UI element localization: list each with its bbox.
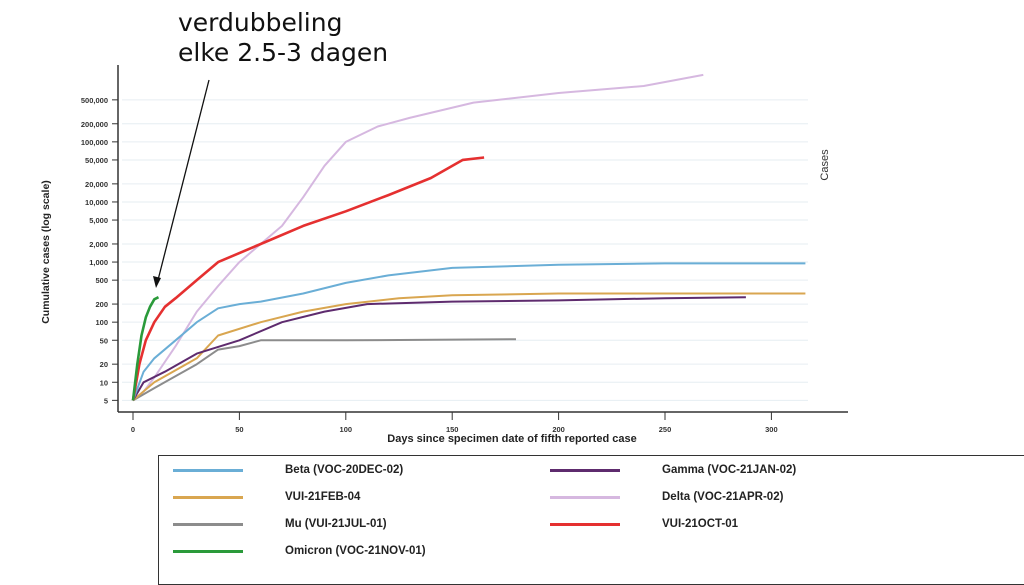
legend-swatch: [173, 468, 243, 472]
legend-item: VUI-21OCT-01: [550, 518, 738, 530]
legend-item: Delta (VOC-21APR-02): [550, 491, 783, 503]
y-tick-label: 10,000: [85, 198, 108, 207]
legend-swatch: [173, 549, 243, 553]
x-tick-label: 50: [235, 425, 243, 434]
series-line-vui-21oct-01: [131, 156, 485, 401]
legend-swatch: [550, 468, 620, 472]
legend-label: Mu (VUI-21JUL-01): [285, 518, 387, 530]
x-tick-label: 0: [131, 425, 135, 434]
legend-item: Gamma (VOC-21JAN-02): [550, 464, 796, 476]
legend-item: Beta (VOC-20DEC-02): [173, 464, 403, 476]
legend-item: Omicron (VOC-21NOV-01): [173, 545, 426, 557]
legend-label: VUI-21OCT-01: [662, 518, 739, 530]
x-tick-label: 300: [765, 425, 778, 434]
right-axis-label: Cases: [819, 149, 831, 181]
y-tick-label: 200,000: [81, 120, 108, 129]
x-tick-label: 100: [340, 425, 353, 434]
arrowhead-icon: [153, 276, 161, 288]
x-tick-label: 250: [659, 425, 672, 434]
series-line-mu: [132, 338, 517, 402]
y-tick-label: 100,000: [81, 138, 108, 147]
series-line-omicron: [131, 296, 160, 401]
y-tick-label: 50,000: [85, 156, 108, 165]
x-tick-label: 200: [552, 425, 565, 434]
annotation-arrow: [157, 79, 210, 281]
y-tick-label: 50: [100, 336, 108, 345]
y-tick-label: 100: [95, 318, 108, 327]
legend-swatch: [550, 495, 620, 499]
y-tick-label: 1,000: [89, 258, 108, 267]
series-line-vui-21feb-04: [132, 292, 806, 402]
annotation: verdubbeling elke 2.5-3 dagen: [178, 8, 388, 68]
y-tick-label: 500: [95, 276, 108, 285]
legend: Beta (VOC-20DEC-02) Gamma (VOC-21JAN-02) V…: [158, 455, 1024, 585]
series-line-gamma: [132, 296, 746, 401]
legend-swatch: [550, 522, 620, 526]
series-line-delta: [132, 73, 704, 402]
annotation-line2: elke 2.5-3 dagen: [178, 38, 389, 67]
legend-item: Mu (VUI-21JUL-01): [173, 518, 387, 530]
legend-label: Beta (VOC-20DEC-02): [285, 464, 404, 476]
y-tick-label: 20: [100, 360, 108, 369]
y-axis-label: Cumulative cases (log scale): [40, 180, 52, 324]
legend-label: Omicron (VOC-21NOV-01): [285, 545, 426, 557]
y-tick-label: 20,000: [85, 180, 108, 189]
series-line-beta: [132, 262, 806, 401]
y-tick-label: 200: [95, 300, 108, 309]
y-tick-label: 5: [104, 396, 108, 405]
legend-swatch: [173, 495, 243, 499]
legend-label: Gamma (VOC-21JAN-02): [662, 464, 797, 476]
legend-label: VUI-21FEB-04: [285, 491, 361, 503]
y-tick-label: 500,000: [81, 96, 108, 105]
annotation-line1: verdubbeling: [178, 8, 343, 37]
x-axis-label: Days since specimen date of fifth report…: [387, 433, 636, 445]
x-tick-label: 150: [446, 425, 459, 434]
y-tick-label: 5,000: [89, 216, 108, 225]
legend-label: Delta (VOC-21APR-02): [662, 491, 784, 503]
legend-item: VUI-21FEB-04: [173, 491, 360, 503]
y-tick-label: 2,000: [89, 240, 108, 249]
y-tick-label: 10: [100, 378, 108, 387]
legend-swatch: [173, 522, 243, 526]
